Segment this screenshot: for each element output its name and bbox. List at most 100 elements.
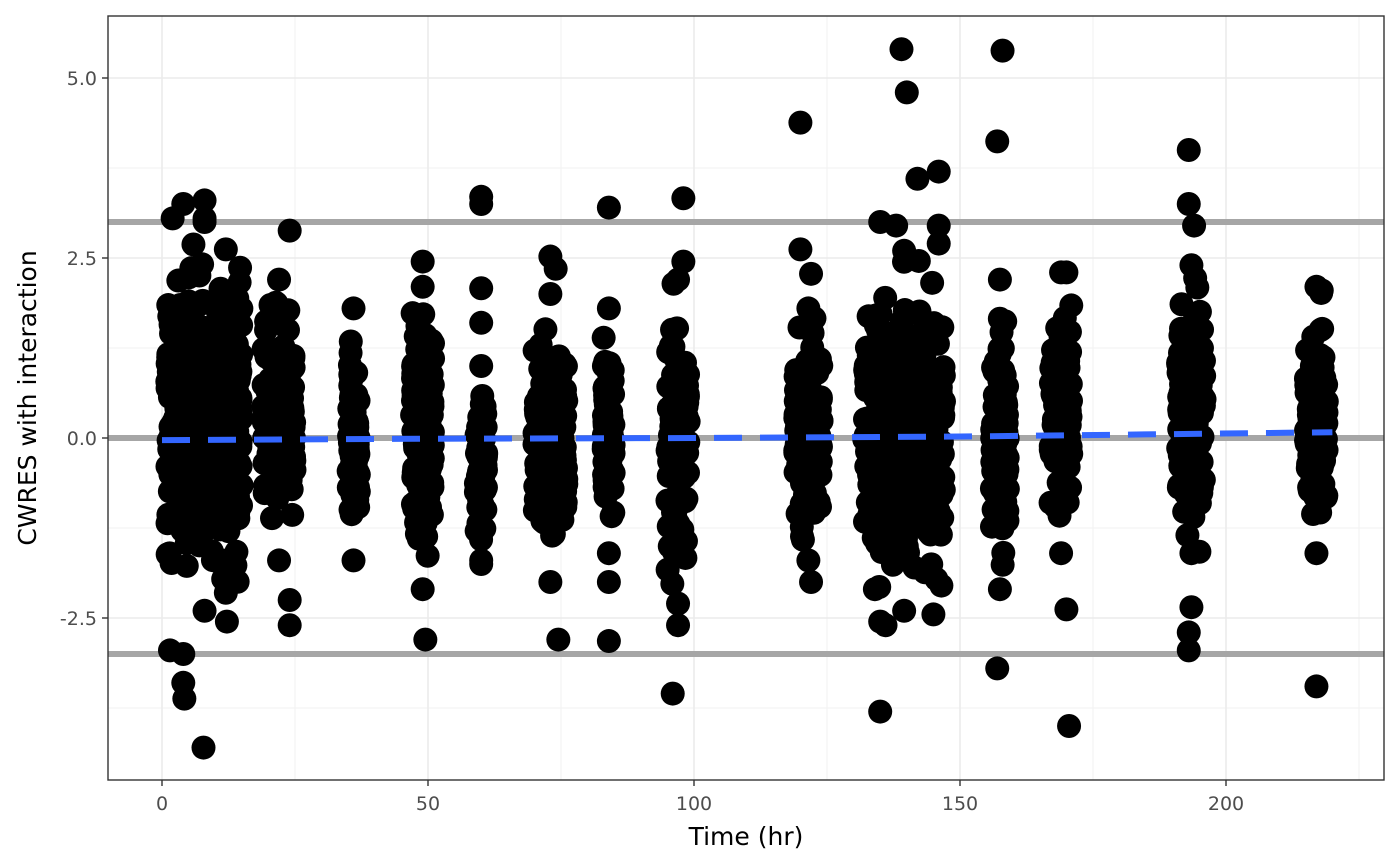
data-point-outlier — [469, 276, 494, 301]
data-point-outlier — [160, 206, 185, 231]
data-point — [409, 381, 434, 406]
data-point — [796, 296, 821, 321]
data-point — [170, 321, 195, 346]
data-point — [979, 514, 1004, 539]
data-point — [1175, 523, 1200, 548]
data-point — [548, 362, 573, 387]
data-point — [1169, 292, 1194, 317]
data-point — [931, 465, 956, 490]
y-tick-label: 2.5 — [67, 248, 97, 270]
data-point — [854, 454, 879, 479]
data-point — [554, 466, 579, 491]
data-point-outlier — [596, 629, 621, 654]
data-point — [473, 401, 498, 426]
data-point-outlier — [799, 261, 824, 286]
data-point — [470, 464, 495, 489]
data-point — [922, 318, 947, 343]
data-point — [987, 577, 1012, 602]
data-point — [789, 471, 814, 496]
data-point — [789, 386, 814, 411]
data-point-outlier — [873, 613, 898, 638]
data-point — [336, 459, 361, 484]
data-point — [229, 493, 254, 518]
plot-panel-border — [107, 15, 1385, 781]
data-point-outlier — [1176, 192, 1201, 216]
data-point — [1190, 317, 1215, 342]
data-point — [873, 285, 898, 310]
data-point — [208, 276, 233, 301]
data-point-outlier — [277, 588, 302, 612]
data-point-outlier — [171, 642, 196, 666]
data-point — [216, 385, 241, 410]
data-point — [1179, 253, 1204, 278]
data-point — [879, 518, 904, 543]
data-point-outlier — [985, 129, 1010, 154]
data-point — [920, 270, 945, 295]
data-point — [202, 437, 227, 462]
data-point — [406, 491, 431, 516]
data-point — [252, 481, 277, 506]
data-point-outlier — [1187, 539, 1212, 564]
data-point — [883, 364, 908, 389]
data-point-outlier — [889, 37, 914, 62]
data-point — [254, 344, 279, 369]
data-point-outlier — [410, 249, 435, 274]
data-point-outlier — [1176, 620, 1201, 645]
data-point — [1048, 368, 1073, 393]
data-point — [874, 390, 899, 415]
data-point — [1306, 398, 1331, 423]
data-point — [540, 523, 565, 548]
y-axis-ticks: -2.5 0.0 2.5 5.0 — [60, 68, 108, 630]
x-tick-label: 150 — [942, 793, 978, 815]
data-point — [341, 296, 366, 321]
data-point — [538, 282, 563, 306]
data-point — [470, 492, 495, 517]
data-point — [216, 519, 241, 544]
data-point-outlier — [1176, 138, 1201, 162]
data-point-outlier — [596, 570, 621, 594]
data-point — [921, 403, 946, 428]
data-point — [984, 394, 1009, 419]
data-point — [598, 366, 623, 391]
data-point — [1308, 500, 1333, 525]
data-point — [1304, 541, 1329, 566]
data-point — [593, 387, 618, 412]
data-point — [655, 557, 680, 582]
data-point-outlier — [788, 237, 813, 262]
data-point-outlier — [543, 256, 568, 281]
data-point-outlier — [862, 577, 887, 602]
data-point — [600, 426, 625, 451]
data-point-outlier — [213, 237, 238, 262]
data-point — [1183, 380, 1208, 405]
data-point — [156, 293, 181, 318]
data-point — [596, 541, 621, 566]
data-point — [1172, 499, 1197, 524]
data-point — [924, 494, 949, 519]
data-point — [176, 265, 201, 290]
data-point-outlier — [1304, 674, 1329, 699]
data-point-outlier — [1182, 213, 1207, 238]
data-point — [1303, 362, 1328, 387]
data-point — [207, 338, 232, 363]
data-point — [888, 406, 913, 431]
data-point — [992, 373, 1017, 398]
data-point — [202, 405, 227, 430]
data-point — [339, 437, 364, 462]
data-point — [796, 548, 821, 573]
data-point — [164, 465, 189, 490]
data-point — [405, 314, 430, 339]
y-tick-label: -2.5 — [60, 608, 97, 630]
data-point — [267, 548, 292, 573]
data-point-outlier — [660, 681, 685, 706]
data-point — [201, 543, 226, 568]
data-point — [528, 332, 553, 357]
data-point — [1308, 317, 1333, 342]
data-point — [883, 484, 908, 509]
data-point — [401, 361, 426, 386]
data-point — [1301, 424, 1326, 449]
data-point-outlier — [926, 231, 951, 256]
data-point-outlier — [213, 580, 238, 605]
data-point — [162, 351, 187, 376]
data-point — [666, 267, 691, 292]
